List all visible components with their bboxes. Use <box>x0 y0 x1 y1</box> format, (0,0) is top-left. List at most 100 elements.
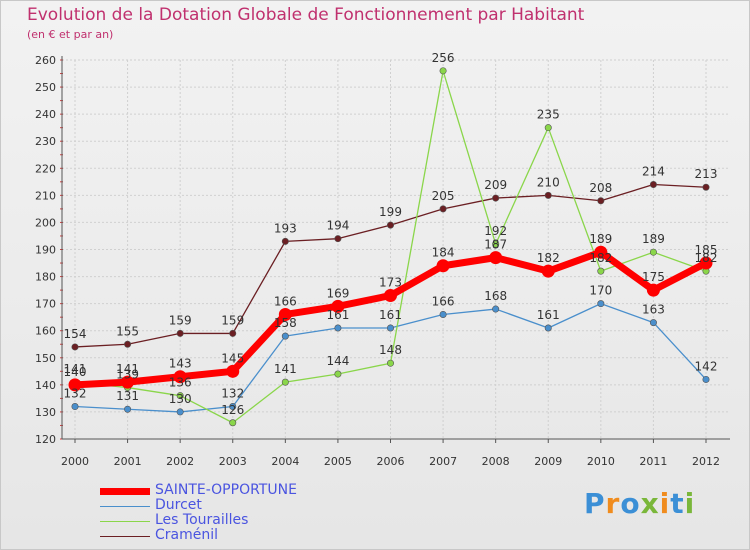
data-point <box>173 370 187 384</box>
logo-letter: r <box>605 487 621 520</box>
data-point <box>597 267 605 275</box>
data-point <box>702 183 710 191</box>
data-point <box>278 307 292 321</box>
data-label: 205 <box>432 189 455 203</box>
data-point <box>334 324 342 332</box>
data-point <box>544 191 552 199</box>
x-tick-label: 2012 <box>692 455 720 468</box>
y-tick-label: 200 <box>35 216 56 229</box>
data-label: 154 <box>64 327 87 341</box>
data-label: 139 <box>116 368 139 382</box>
x-tick-label: 2003 <box>219 455 247 468</box>
legend-swatch <box>100 488 150 495</box>
x-tick-label: 2000 <box>61 455 89 468</box>
data-label: 175 <box>642 270 665 284</box>
data-label: 256 <box>432 51 455 65</box>
data-label: 161 <box>537 308 560 322</box>
line-chart: 120 130 140 150 160 170 180 190 200 210 220 230 240 2… <box>35 51 730 468</box>
data-label: 141 <box>116 362 139 376</box>
data-label: 184 <box>432 246 455 260</box>
data-point <box>384 289 397 303</box>
x-tick-label: 2002 <box>166 455 194 468</box>
data-label: 144 <box>326 354 349 368</box>
data-label: 131 <box>116 389 139 403</box>
data-label: 132 <box>64 387 87 401</box>
data-label: 173 <box>379 276 402 290</box>
proxiti-logo: Proxiti <box>584 487 695 520</box>
data-label: 192 <box>484 224 507 238</box>
data-point <box>646 283 660 297</box>
y-tick-label: 260 <box>35 54 56 67</box>
chart-subtitle: (en € et par an) <box>27 28 114 41</box>
data-point <box>176 329 184 337</box>
data-point <box>229 329 237 337</box>
x-tick-label: 2011 <box>639 455 667 468</box>
legend-swatch <box>100 521 150 522</box>
data-label: 136 <box>169 376 192 390</box>
data-label: 210 <box>537 175 560 189</box>
data-point <box>597 300 605 308</box>
data-label: 193 <box>274 221 297 235</box>
y-tick-label: 140 <box>35 379 56 392</box>
data-point <box>121 375 135 389</box>
data-label: 163 <box>642 303 665 317</box>
data-point <box>281 332 289 340</box>
logo-letter: P <box>584 487 606 520</box>
data-label: 235 <box>537 108 560 122</box>
data-point <box>492 240 500 248</box>
data-point <box>68 378 82 392</box>
legend-label: Durcet <box>155 497 202 513</box>
data-label: 142 <box>695 359 718 373</box>
data-point <box>334 235 342 243</box>
data-label: 130 <box>169 392 192 406</box>
data-point <box>331 299 345 313</box>
logo-letter: i <box>684 487 696 520</box>
data-point <box>176 408 184 416</box>
data-label: 182 <box>589 251 612 265</box>
data-point <box>439 310 447 318</box>
data-point <box>544 324 552 332</box>
data-point <box>124 405 132 413</box>
legend-swatch <box>100 536 150 537</box>
legend-swatch <box>100 506 150 507</box>
x-tick-label: 2008 <box>482 455 510 468</box>
y-tick-label: 240 <box>35 108 56 121</box>
data-label: 199 <box>379 205 402 219</box>
y-tick-label: 130 <box>35 406 56 419</box>
data-point <box>334 370 342 378</box>
data-label: 141 <box>64 362 87 376</box>
gridlines <box>62 59 730 440</box>
data-label: 182 <box>695 251 718 265</box>
data-label: 140 <box>64 365 87 379</box>
y-tick-label: 250 <box>35 81 56 94</box>
x-tick-label: 2007 <box>429 455 457 468</box>
data-point <box>439 67 447 75</box>
data-point <box>281 237 289 245</box>
data-label: 126 <box>221 403 244 417</box>
data-point <box>226 364 240 378</box>
data-point <box>439 205 447 213</box>
y-tick-label: 120 <box>35 433 56 446</box>
data-point <box>541 264 555 278</box>
data-point <box>649 181 657 189</box>
legend-label: Craménil <box>155 527 219 543</box>
data-point <box>594 245 608 259</box>
logo-letter: x <box>640 487 660 520</box>
data-label: 194 <box>326 219 349 233</box>
axes: 120 130 140 150 160 170 180 190 200 210 220 230 240 2… <box>35 54 730 468</box>
data-point <box>386 324 394 332</box>
data-label: 159 <box>221 313 244 327</box>
chart-title: Evolution de la Dotation Globale de Fonc… <box>27 5 585 25</box>
data-label: 214 <box>642 165 665 179</box>
y-tick-label: 180 <box>35 271 56 284</box>
data-label: 189 <box>642 232 665 246</box>
y-tick-label: 220 <box>35 162 56 175</box>
data-label: 145 <box>221 351 244 365</box>
data-label: 208 <box>589 181 612 195</box>
data-point <box>702 375 710 383</box>
data-label: 187 <box>484 238 507 252</box>
data-point <box>71 403 79 411</box>
data-point <box>386 359 394 367</box>
data-point <box>386 221 394 229</box>
